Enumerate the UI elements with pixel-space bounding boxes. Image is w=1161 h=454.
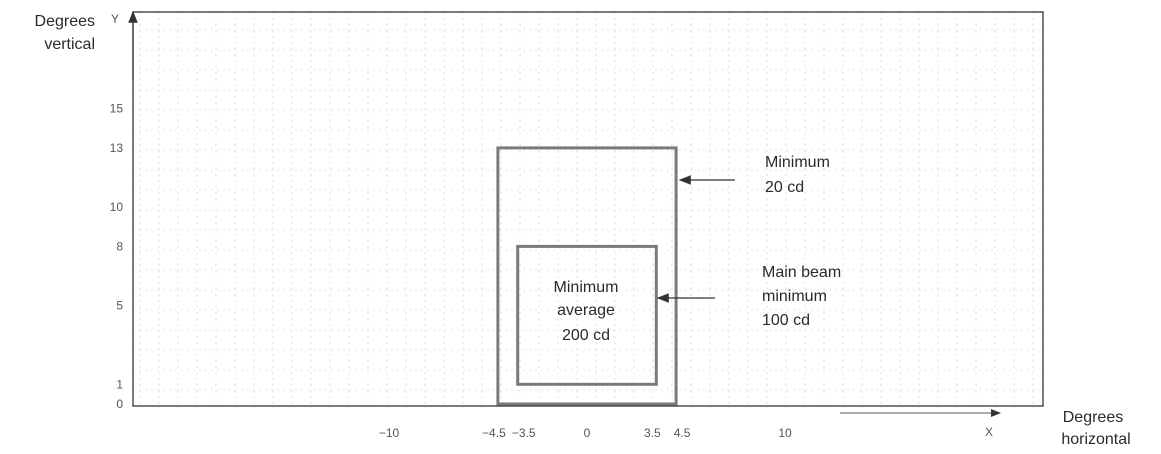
main-callout-line3: 100 cd: [762, 312, 810, 329]
y-tick-label: 1: [116, 377, 123, 391]
outer-callout-line1: Minimum: [765, 154, 830, 171]
x-tick-label: −10: [379, 426, 400, 440]
y-axis-letter: Y: [111, 12, 119, 26]
y-tick-label: 13: [110, 141, 124, 155]
grid-lines: [133, 12, 1043, 406]
main-callout-line2: minimum: [762, 288, 827, 305]
x-tick-label: 3.5: [644, 426, 661, 440]
inner-region-box: [516, 244, 658, 386]
x-tick-label: −4.5: [482, 426, 506, 440]
y-tick-label: 10: [110, 200, 124, 214]
y-tick-label: 0: [116, 397, 123, 411]
plot-frame: [132, 11, 1044, 407]
main-callout-line1: Main beam: [762, 264, 841, 281]
x-axis-title-line2: horizontal: [1061, 431, 1130, 448]
x-tick-labels: −10 −4.5 −3.5 0 3.5 4.5 10: [379, 426, 792, 440]
outer-callout-line2: 20 cd: [765, 179, 804, 196]
y-axis-title-line1: Degrees: [35, 13, 95, 30]
x-tick-label: 0: [584, 426, 591, 440]
inner-label-line2: average: [557, 302, 615, 319]
y-tick-label: 15: [110, 102, 124, 116]
x-tick-label: −3.5: [512, 426, 536, 440]
x-axis-letter: X: [985, 425, 993, 439]
x-tick-label: 10: [778, 426, 792, 440]
y-tick-label: 5: [116, 299, 123, 313]
y-axis-title-line2: vertical: [44, 36, 95, 53]
y-tick-label: 8: [116, 239, 123, 253]
x-axis-title-line1: Degrees: [1063, 409, 1123, 426]
inner-label-line3: 200 cd: [562, 327, 610, 344]
inner-label-line1: Minimum: [554, 279, 619, 296]
outer-region-box: [496, 146, 678, 406]
x-tick-label: 4.5: [674, 426, 691, 440]
